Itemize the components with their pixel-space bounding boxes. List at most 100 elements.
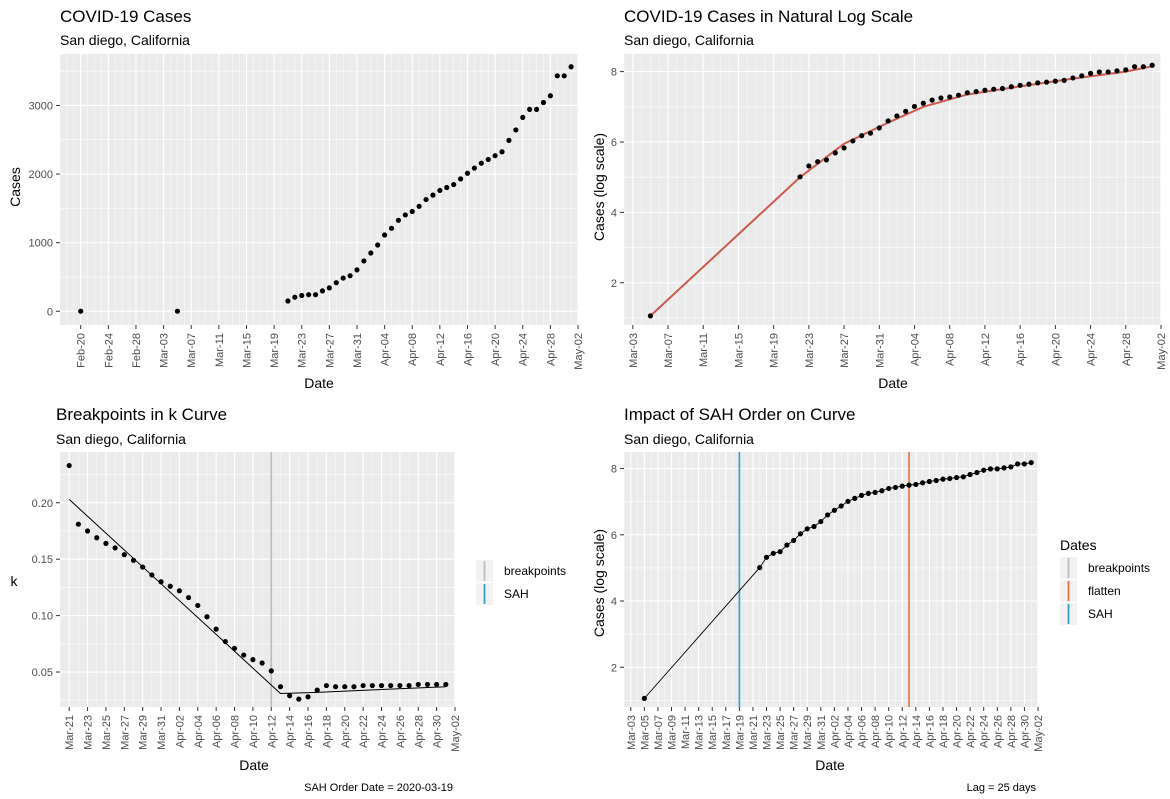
data-point (938, 95, 944, 101)
data-point (299, 292, 305, 299)
data-point (1105, 69, 1111, 75)
chart-subtitle: San diego, California (56, 431, 186, 447)
x-tick-label: Mar-19 (769, 333, 781, 368)
data-point (568, 64, 574, 70)
data-point (527, 106, 533, 112)
data-point (933, 477, 939, 484)
x-tick-label: Mar-03 (159, 333, 171, 368)
x-tick-label: Mar-29 (802, 715, 814, 750)
y-tick-label: 0.20 (32, 498, 53, 510)
data-point (204, 614, 210, 620)
data-point (340, 275, 346, 281)
data-point (554, 73, 560, 79)
x-tick-label: Mar-03 (626, 715, 638, 750)
data-point (513, 127, 519, 133)
x-tick-label: Mar-27 (789, 715, 801, 750)
data-point (641, 695, 647, 701)
x-tick-label: Mar-21 (64, 715, 76, 750)
data-point (858, 492, 865, 498)
data-point (811, 523, 817, 530)
x-tick-label: Apr-08 (945, 333, 957, 366)
data-point (333, 280, 339, 286)
data-point (368, 250, 374, 256)
x-tick-label: Mar-31 (816, 715, 828, 750)
y-axis-title: Cases (log scale) (591, 529, 607, 637)
data-point (360, 682, 366, 689)
data-point (973, 89, 979, 95)
data-point (485, 156, 491, 163)
data-point (865, 490, 871, 496)
x-tick-label: Apr-04 (843, 715, 855, 748)
data-point (305, 694, 311, 700)
panel-cases: COVID-19 Cases San diego, California Dat… (7, 7, 585, 391)
panel-sah-impact: Impact of SAH Order on Curve San diego, … (591, 405, 1150, 794)
plot-background (60, 452, 455, 707)
data-point (354, 267, 360, 273)
data-point (375, 242, 381, 248)
x-tick-label: Mar-05 (639, 715, 651, 750)
data-point (1028, 459, 1034, 466)
data-point (540, 99, 547, 106)
data-point (1061, 77, 1067, 83)
x-tick-label: Apr-18 (938, 715, 950, 748)
x-tick-label: Mar-11 (680, 715, 692, 749)
x-tick-label: Mar-31 (352, 333, 364, 368)
data-point (416, 203, 422, 209)
x-tick-label: Mar-07 (663, 333, 675, 368)
data-point (268, 668, 274, 674)
data-point (174, 308, 181, 314)
x-tick-label: Mar-13 (694, 715, 706, 750)
legend-title: Dates (1060, 537, 1097, 553)
data-point (406, 682, 412, 689)
y-tick-label: 4 (611, 207, 617, 219)
data-point (259, 660, 265, 666)
x-tick-label: Apr-30 (432, 715, 444, 748)
x-tick-label: May-02 (1156, 333, 1168, 370)
data-point (351, 684, 357, 690)
data-point (987, 466, 994, 472)
x-tick-label: Mar-31 (874, 333, 886, 368)
data-point (306, 292, 312, 298)
data-point (296, 696, 302, 702)
data-point (920, 480, 926, 486)
data-point (899, 483, 905, 489)
data-point (940, 476, 946, 482)
x-tick-label: Mar-09 (667, 715, 679, 750)
data-point (806, 163, 812, 169)
data-point (1008, 84, 1014, 90)
data-point (832, 150, 838, 156)
data-point (378, 682, 385, 689)
legend-label: breakpoints (1088, 561, 1150, 575)
x-axis-title: Date (815, 757, 845, 773)
x-tick-label: Apr-04 (910, 333, 922, 366)
y-axis-title: Cases (log scale) (591, 133, 607, 241)
data-point (1021, 461, 1028, 467)
data-point (1149, 62, 1155, 68)
chart-title: COVID-19 Cases (60, 7, 191, 26)
y-axis-title: k (11, 573, 19, 589)
data-point (158, 579, 164, 585)
data-point (314, 687, 320, 693)
data-point (84, 528, 91, 534)
y-tick-label: 0.05 (32, 667, 53, 679)
data-point (388, 225, 395, 231)
data-point (75, 521, 81, 527)
data-point (451, 181, 457, 188)
x-tick-label: Apr-10 (884, 715, 896, 748)
data-point (757, 564, 763, 571)
y-tick-label: 2 (611, 662, 617, 674)
x-tick-label: Apr-28 (413, 715, 425, 748)
data-point (953, 474, 960, 481)
x-tick-label: Mar-29 (138, 715, 150, 750)
data-point (499, 149, 505, 155)
x-tick-label: Apr-30 (1019, 715, 1031, 748)
data-point (409, 208, 415, 215)
data-point (876, 125, 882, 131)
x-tick-label: Apr-20 (490, 333, 502, 366)
x-tick-label: Feb-28 (131, 333, 143, 368)
data-point (1114, 68, 1120, 74)
data-point (121, 552, 127, 558)
x-tick-label: Mar-25 (101, 715, 113, 750)
data-point (770, 550, 776, 556)
